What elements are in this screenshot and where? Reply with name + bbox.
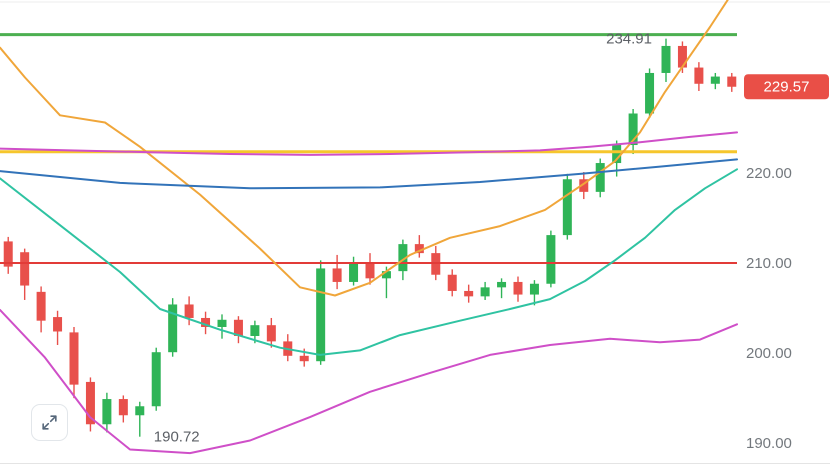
candle-body bbox=[612, 145, 622, 164]
candle-down bbox=[3, 236, 13, 274]
candle-body bbox=[250, 325, 260, 336]
candle-down bbox=[184, 296, 194, 326]
candle-up bbox=[595, 158, 605, 198]
last-price-label: 229.57 bbox=[764, 79, 810, 96]
candle-body bbox=[36, 291, 46, 321]
candle-body bbox=[69, 332, 79, 385]
candle-body bbox=[332, 268, 342, 282]
candle-body bbox=[135, 406, 145, 416]
candle-down bbox=[513, 276, 523, 302]
candle-body bbox=[266, 325, 276, 342]
candle-down bbox=[266, 317, 276, 348]
ma-magenta-lower bbox=[0, 308, 738, 455]
expand-icon bbox=[42, 415, 57, 430]
candle-up bbox=[661, 38, 671, 82]
candle-body bbox=[184, 304, 194, 318]
candle-down bbox=[233, 316, 243, 344]
candle-body bbox=[529, 283, 539, 295]
candle-up bbox=[102, 392, 112, 433]
candle-up bbox=[529, 280, 539, 306]
candle-body bbox=[447, 274, 457, 291]
candle-body bbox=[727, 76, 737, 87]
candle-body bbox=[398, 244, 408, 272]
candle-up bbox=[497, 278, 507, 299]
candle-down bbox=[20, 248, 30, 300]
candle-body bbox=[414, 244, 424, 254]
candle-body bbox=[20, 252, 30, 286]
candle-body bbox=[53, 317, 63, 332]
candle-body bbox=[299, 355, 309, 362]
candle-body bbox=[349, 262, 359, 282]
candle-up bbox=[217, 314, 227, 339]
candle-body bbox=[151, 352, 161, 407]
candle-body bbox=[3, 241, 13, 267]
low-price-annotation: 190.72 bbox=[154, 429, 200, 446]
candle-body bbox=[546, 235, 556, 284]
expand-button[interactable] bbox=[31, 404, 68, 441]
candle-up bbox=[645, 68, 655, 119]
candle-down bbox=[365, 253, 375, 285]
candle-down bbox=[579, 172, 589, 200]
candle-body bbox=[661, 45, 671, 73]
candle-down bbox=[464, 284, 474, 303]
ma-orange bbox=[0, 0, 729, 297]
last-price-badge bbox=[744, 74, 829, 100]
candle-up bbox=[316, 260, 326, 365]
candle-down bbox=[118, 395, 128, 423]
candle-body bbox=[85, 381, 95, 425]
candle-up bbox=[562, 173, 572, 240]
candle-down bbox=[414, 235, 424, 258]
candle-up bbox=[480, 281, 490, 300]
candle-up bbox=[710, 72, 720, 90]
candle-body bbox=[480, 287, 490, 297]
ma-magenta-upper bbox=[0, 131, 738, 156]
candle-down bbox=[727, 72, 737, 92]
candle-down bbox=[201, 311, 211, 335]
candle-up bbox=[349, 256, 359, 286]
candle-body bbox=[710, 76, 720, 84]
candle-body bbox=[562, 179, 572, 236]
candle-up bbox=[135, 401, 145, 437]
candle-body bbox=[233, 319, 243, 336]
candle-body bbox=[464, 290, 474, 297]
candle-down bbox=[69, 326, 79, 399]
candle-body bbox=[595, 163, 605, 192]
candle-down bbox=[447, 269, 457, 297]
candle-up bbox=[628, 108, 638, 155]
candle-up bbox=[151, 347, 161, 411]
candle-body bbox=[513, 281, 523, 295]
candle-body bbox=[381, 271, 391, 279]
candle-body bbox=[497, 281, 507, 288]
candle-body bbox=[677, 45, 687, 68]
candle-body bbox=[201, 317, 211, 327]
candle-down bbox=[36, 286, 46, 333]
candle-body bbox=[316, 268, 326, 362]
candle-body bbox=[628, 113, 638, 146]
ma-blue bbox=[0, 158, 738, 190]
candle-body bbox=[694, 67, 704, 84]
candle-down bbox=[694, 62, 704, 91]
candle-body bbox=[645, 72, 655, 114]
candle-body bbox=[579, 179, 589, 192]
candle-down bbox=[85, 377, 95, 432]
high-price-annotation: 234.91 bbox=[606, 31, 652, 48]
candle-body bbox=[118, 399, 128, 416]
y-axis-label: 220.00 bbox=[746, 165, 792, 182]
candle-down bbox=[53, 310, 63, 345]
candle-up bbox=[168, 298, 178, 357]
y-axis-label: 200.00 bbox=[746, 345, 792, 362]
y-axis-label: 210.00 bbox=[746, 255, 792, 272]
candle-body bbox=[102, 399, 112, 425]
candle-body bbox=[365, 262, 375, 279]
candle-body bbox=[168, 304, 178, 353]
candle-down bbox=[332, 254, 342, 290]
ma-teal bbox=[0, 168, 738, 356]
candle-up bbox=[546, 230, 556, 288]
y-axis-label: 190.00 bbox=[746, 435, 792, 452]
candle-body bbox=[217, 319, 227, 327]
